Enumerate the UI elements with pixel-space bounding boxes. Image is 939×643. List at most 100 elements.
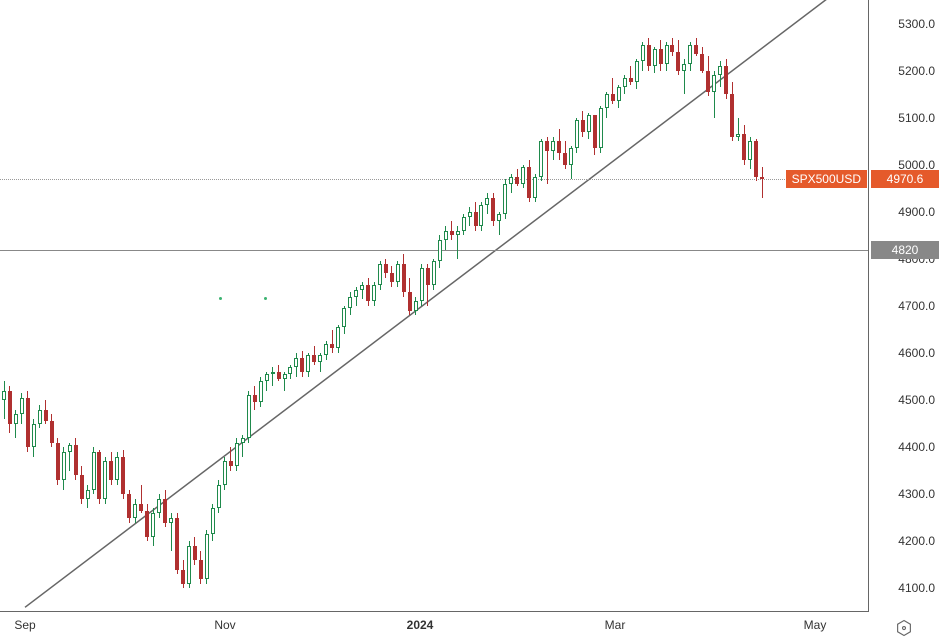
candle-body[interactable] [20, 398, 24, 414]
candle-body[interactable] [330, 344, 334, 349]
candle-body[interactable] [145, 511, 149, 537]
candle-body[interactable] [103, 461, 107, 499]
candle-body[interactable] [14, 414, 18, 423]
candle-body[interactable] [485, 198, 489, 205]
candle-body[interactable] [688, 45, 692, 64]
candle-body[interactable] [127, 494, 131, 518]
candle-body[interactable] [527, 167, 531, 198]
candle-body[interactable] [8, 391, 12, 424]
candle-body[interactable] [109, 461, 113, 480]
candle-body[interactable] [754, 141, 758, 176]
settings-icon[interactable] [895, 619, 913, 637]
candle-body[interactable] [515, 177, 519, 184]
candle-body[interactable] [641, 45, 645, 61]
candle-body[interactable] [611, 94, 615, 101]
candle-body[interactable] [223, 461, 227, 485]
candle-body[interactable] [479, 205, 483, 226]
candle-body[interactable] [497, 214, 501, 221]
candle-body[interactable] [730, 94, 734, 136]
candle-body[interactable] [229, 461, 233, 466]
candle-body[interactable] [378, 264, 382, 285]
candle-body[interactable] [92, 452, 96, 490]
candle-body[interactable] [312, 355, 316, 362]
candle-body[interactable] [706, 71, 710, 92]
candle-body[interactable] [336, 327, 340, 348]
candle-body[interactable] [342, 308, 346, 327]
plot-area[interactable] [0, 0, 869, 612]
candle-body[interactable] [408, 292, 412, 311]
candle-body[interactable] [288, 367, 292, 374]
candle-body[interactable] [593, 115, 597, 148]
candle-body[interactable] [348, 297, 352, 309]
candle-body[interactable] [175, 518, 179, 570]
candle-body[interactable] [569, 148, 573, 164]
candle-body[interactable] [324, 344, 328, 356]
candle-body[interactable] [736, 134, 740, 136]
candle-body[interactable] [659, 49, 663, 63]
candle-body[interactable] [599, 108, 603, 148]
candle-body[interactable] [694, 45, 698, 54]
candle-body[interactable] [133, 504, 137, 518]
candle-body[interactable] [241, 438, 245, 443]
candle-body[interactable] [629, 78, 633, 83]
candle-body[interactable] [724, 66, 728, 94]
candle-body[interactable] [503, 184, 507, 215]
candle-body[interactable] [390, 273, 394, 282]
candle-body[interactable] [211, 508, 215, 534]
candle-body[interactable] [187, 546, 191, 584]
candle-body[interactable] [372, 285, 376, 301]
candle-body[interactable] [294, 358, 298, 367]
candle-body[interactable] [533, 177, 537, 198]
support-level-line[interactable] [0, 250, 869, 251]
candle-body[interactable] [545, 141, 549, 150]
candle-body[interactable] [670, 45, 674, 52]
candle-body[interactable] [581, 120, 585, 132]
candle-body[interactable] [50, 421, 54, 442]
candle-body[interactable] [623, 78, 627, 87]
candle-body[interactable] [718, 66, 722, 75]
candle-body[interactable] [259, 381, 263, 402]
candle-body[interactable] [217, 485, 221, 509]
candle-body[interactable] [2, 391, 6, 400]
candle-body[interactable] [181, 570, 185, 584]
candle-body[interactable] [712, 75, 716, 91]
candle-body[interactable] [169, 518, 173, 523]
candle-body[interactable] [509, 177, 513, 184]
candle-body[interactable] [491, 198, 495, 222]
candle-body[interactable] [163, 499, 167, 523]
candle-body[interactable] [676, 52, 680, 71]
candle-body[interactable] [151, 513, 155, 537]
candle-body[interactable] [539, 141, 543, 176]
candle-body[interactable] [563, 153, 567, 165]
candle-body[interactable] [742, 134, 746, 160]
candle-body[interactable] [271, 372, 275, 374]
candle-body[interactable] [420, 268, 424, 301]
candle-body[interactable] [247, 395, 251, 437]
candle-body[interactable] [157, 499, 161, 513]
candle-body[interactable] [265, 374, 269, 381]
candle-body[interactable] [283, 374, 287, 379]
candle-body[interactable] [253, 395, 257, 402]
candle-body[interactable] [521, 167, 525, 183]
candle-body[interactable] [438, 240, 442, 261]
candle-body[interactable] [97, 452, 101, 499]
candle-body[interactable] [760, 177, 764, 179]
candle-body[interactable] [205, 534, 209, 579]
candle-body[interactable] [557, 141, 561, 153]
candle-body[interactable] [647, 45, 651, 66]
candle-body[interactable] [700, 54, 704, 70]
candle-body[interactable] [587, 115, 591, 131]
candle-body[interactable] [468, 212, 472, 217]
candle-body[interactable] [80, 475, 84, 499]
candle-body[interactable] [396, 264, 400, 283]
candle-body[interactable] [139, 504, 143, 511]
candle-body[interactable] [360, 285, 364, 290]
candle-body[interactable] [74, 445, 78, 476]
candle-body[interactable] [384, 264, 388, 273]
candle-body[interactable] [748, 141, 752, 160]
candle-body[interactable] [366, 285, 370, 301]
candle-body[interactable] [32, 424, 36, 448]
candle-body[interactable] [121, 457, 125, 495]
candle-body[interactable] [682, 64, 686, 71]
candle-body[interactable] [575, 120, 579, 148]
